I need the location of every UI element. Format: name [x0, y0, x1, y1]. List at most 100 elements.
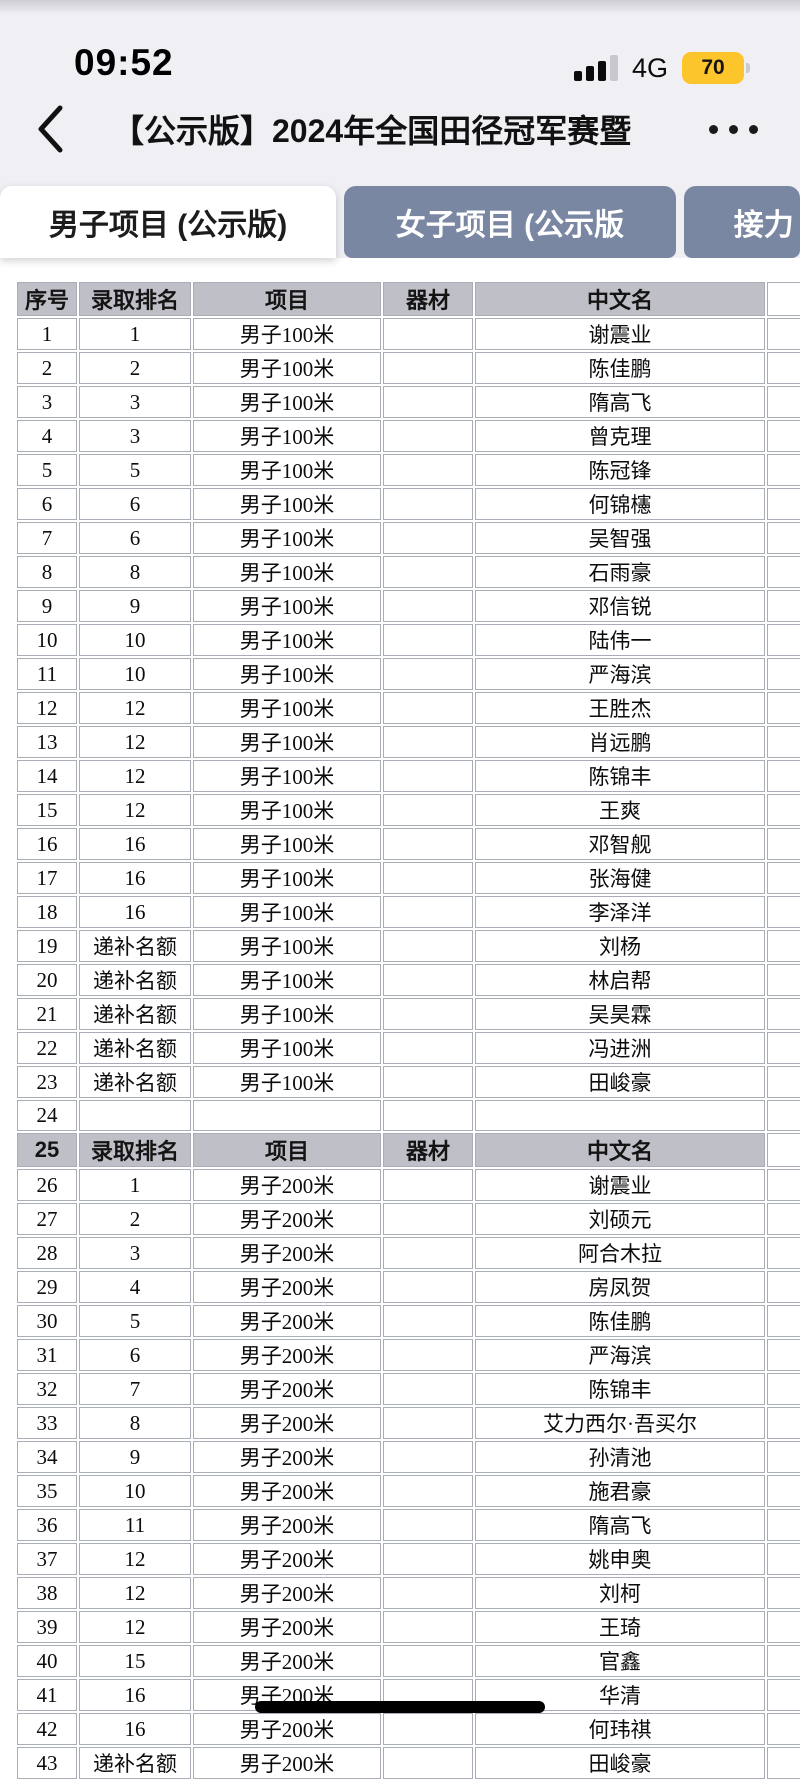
table-row: 2 2 男子100米 陈佳鹏 — [17, 352, 800, 384]
tab-men-events[interactable]: 男子项目 (公示版) — [0, 186, 337, 258]
home-indicator[interactable] — [255, 1701, 545, 1713]
cell-rank: 递补名额 — [79, 1032, 191, 1064]
cell-seq: 40 — [17, 1645, 77, 1677]
back-button[interactable] — [36, 102, 88, 156]
cell-overflow — [767, 1713, 800, 1745]
cell-event: 男子200米 — [193, 1747, 381, 1779]
cell-overflow — [767, 1203, 800, 1235]
cell-equipment — [383, 692, 473, 724]
cell-event: 男子100米 — [193, 420, 381, 452]
cell-overflow — [767, 828, 800, 860]
cell-name: 严海滨 — [475, 1339, 765, 1371]
table-row: 13 12 男子100米 肖远鹏 — [17, 726, 800, 758]
cell-seq: 17 — [17, 862, 77, 894]
cell-rank: 11 — [79, 1509, 191, 1541]
table-row: 16 16 男子100米 邓智舰 — [17, 828, 800, 860]
table-row: 10 10 男子100米 陆伟一 — [17, 624, 800, 656]
cell-seq: 38 — [17, 1577, 77, 1609]
cell-event: 项目 — [193, 1133, 381, 1167]
table-row: 19 递补名额 男子100米 刘杨 — [17, 930, 800, 962]
cell-rank — [79, 1100, 191, 1131]
cell-seq: 序号 — [17, 282, 77, 316]
cell-seq: 41 — [17, 1679, 77, 1711]
cell-name: 陈佳鹏 — [475, 352, 765, 384]
cell-event: 男子200米 — [193, 1237, 381, 1269]
cell-overflow — [767, 794, 800, 826]
cell-rank: 12 — [79, 1577, 191, 1609]
table-row: 20 递补名额 男子100米 林启帮 — [17, 964, 800, 996]
cell-overflow — [767, 1441, 800, 1473]
cell-equipment — [383, 862, 473, 894]
cell-overflow — [767, 1611, 800, 1643]
cell-seq: 2 — [17, 352, 77, 384]
cell-seq: 34 — [17, 1441, 77, 1473]
cell-event: 男子100米 — [193, 760, 381, 792]
cell-seq: 33 — [17, 1407, 77, 1439]
cell-event: 男子100米 — [193, 1032, 381, 1064]
cell-seq: 5 — [17, 454, 77, 486]
tab-women-events[interactable]: 女子项目 (公示版 — [344, 186, 676, 258]
cell-seq: 11 — [17, 658, 77, 690]
cell-rank: 9 — [79, 1441, 191, 1473]
cell-overflow — [767, 1169, 800, 1201]
cell-overflow — [767, 454, 800, 486]
cell-rank: 递补名额 — [79, 1066, 191, 1098]
table-row: 33 8 男子200米 艾力西尔·吾买尔 — [17, 1407, 800, 1439]
table-row: 27 2 男子200米 刘硕元 — [17, 1203, 800, 1235]
cell-name: 阿合木拉 — [475, 1237, 765, 1269]
cell-name: 陈冠锋 — [475, 454, 765, 486]
cell-event: 男子100米 — [193, 488, 381, 520]
cell-overflow — [767, 1645, 800, 1677]
cell-seq: 15 — [17, 794, 77, 826]
more-menu-button[interactable] — [703, 115, 764, 144]
cellular-signal-icon — [573, 55, 618, 81]
cell-rank: 递补名额 — [79, 930, 191, 962]
cell-overflow — [767, 1133, 800, 1167]
cell-rank: 录取排名 — [79, 282, 191, 316]
table-row: 3 3 男子100米 隋高飞 — [17, 386, 800, 418]
network-type-label: 4G — [631, 52, 668, 83]
section-header-row: 25 录取排名 项目 器材 中文名 — [17, 1133, 800, 1167]
cell-overflow — [767, 1509, 800, 1541]
cell-equipment — [383, 1441, 473, 1473]
cell-rank: 9 — [79, 590, 191, 622]
cell-overflow — [767, 862, 800, 894]
cell-name: 冯进洲 — [475, 1032, 765, 1064]
cell-name: 吴智强 — [475, 522, 765, 554]
table-row: 29 4 男子200米 房凤贺 — [17, 1271, 800, 1303]
cell-rank: 10 — [79, 658, 191, 690]
cell-event: 男子100米 — [193, 862, 381, 894]
cell-rank: 12 — [79, 726, 191, 758]
results-table: 序号 录取排名 项目 器材 中文名 1 1 男子100米 谢震业 2 2 男子100米 陈佳鹏 3 3 男子1… — [15, 280, 800, 1781]
cell-event: 男子100米 — [193, 896, 381, 928]
cell-name: 林启帮 — [475, 964, 765, 996]
battery-icon: 70 — [682, 52, 750, 84]
cell-equipment — [383, 1713, 473, 1745]
cell-name: 隋高飞 — [475, 386, 765, 418]
cell-overflow — [767, 1066, 800, 1098]
cell-name: 何玮祺 — [475, 1713, 765, 1745]
cell-seq: 18 — [17, 896, 77, 928]
cell-rank: 16 — [79, 896, 191, 928]
cell-name: 田峻豪 — [475, 1066, 765, 1098]
cell-event: 男子100米 — [193, 522, 381, 554]
cell-name: 王爽 — [475, 794, 765, 826]
table-row: 39 12 男子200米 王琦 — [17, 1611, 800, 1643]
cell-equipment — [383, 1203, 473, 1235]
cell-rank: 5 — [79, 454, 191, 486]
cell-event: 男子200米 — [193, 1271, 381, 1303]
cell-equipment — [383, 828, 473, 860]
cell-seq: 10 — [17, 624, 77, 656]
cell-seq: 9 — [17, 590, 77, 622]
cell-name: 石雨豪 — [475, 556, 765, 588]
cell-overflow — [767, 1679, 800, 1711]
cell-rank: 递补名额 — [79, 964, 191, 996]
cell-event: 男子100米 — [193, 794, 381, 826]
table-row: 23 递补名额 男子100米 田峻豪 — [17, 1066, 800, 1098]
section-header-row: 序号 录取排名 项目 器材 中文名 — [17, 282, 800, 316]
cell-seq: 22 — [17, 1032, 77, 1064]
cell-seq: 23 — [17, 1066, 77, 1098]
document-title: 【公示版】2024年全国田径冠军赛暨 — [112, 113, 632, 149]
tab-relay-events[interactable]: 接力 — [683, 186, 800, 258]
cell-overflow — [767, 1475, 800, 1507]
